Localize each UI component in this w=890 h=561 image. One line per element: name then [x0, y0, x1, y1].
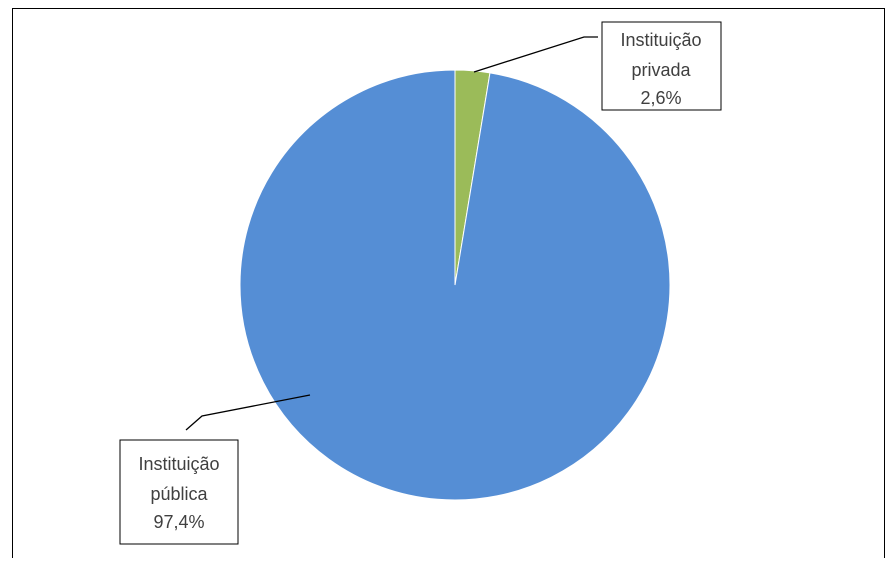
data-label-publica-line-2: pública	[150, 484, 208, 504]
data-label-publica-line-1: Instituição	[138, 454, 219, 474]
data-label-privada-line-2: privada	[631, 60, 691, 80]
data-label-privada: Instituição privada 2,6%	[601, 21, 722, 111]
data-label-privada-line-1: Instituição	[620, 30, 701, 50]
pie-slice-publica	[239, 69, 671, 501]
pie-slices	[239, 69, 671, 501]
data-label-publica-value: 97,4%	[153, 512, 204, 532]
leader-line-publica	[185, 394, 311, 431]
data-label-publica: Instituição pública 97,4%	[119, 439, 239, 545]
data-label-privada-value: 2,6%	[640, 88, 681, 108]
leader-line-privada	[473, 36, 598, 73]
